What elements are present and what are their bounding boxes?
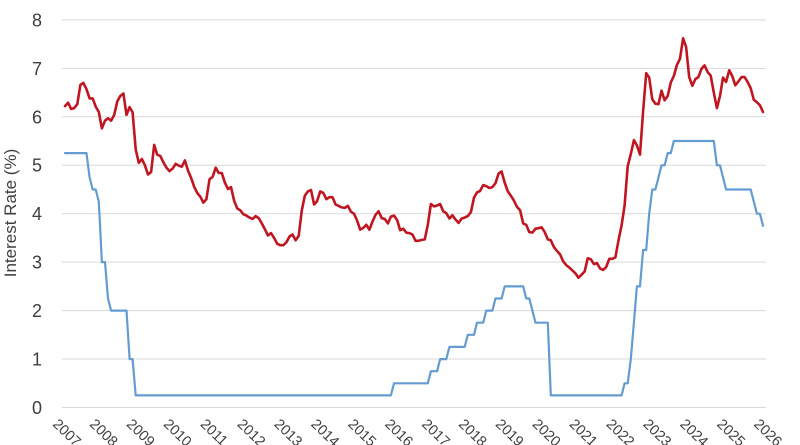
x-tick-label: 2009 — [123, 416, 157, 445]
y-tick-label: 0 — [32, 398, 42, 418]
x-axis-tick-labels: 2007 2008 2009 2010 2011 2012 2013 2014 2015 2016… — [49, 416, 784, 445]
y-tick-label: 8 — [32, 10, 42, 30]
x-tick-label: 2019 — [492, 416, 526, 445]
x-tick-label: 2024 — [676, 416, 710, 445]
x-tick-label: 2026 — [750, 416, 784, 445]
data-series — [63, 36, 765, 397]
y-tick-label: 5 — [32, 156, 42, 176]
x-tick-label: 2012 — [234, 416, 268, 445]
y-tick-label: 3 — [32, 253, 42, 273]
y-tick-label: 4 — [32, 204, 42, 224]
y-axis-tick-labels: 0 1 2 3 4 5 6 7 8 — [32, 10, 42, 418]
gridlines — [62, 19, 766, 408]
x-tick-label: 2013 — [271, 416, 305, 445]
y-tick-label: 1 — [32, 350, 42, 370]
x-tick-label: 2018 — [455, 416, 489, 445]
x-tick-label: 2014 — [308, 416, 342, 445]
y-axis-title: Interest Rate (%) — [1, 149, 20, 278]
x-tick-label: 2011 — [197, 416, 231, 445]
x-tick-label: 2007 — [49, 416, 83, 445]
x-tick-label: 2025 — [713, 416, 747, 445]
series-red-line — [63, 36, 765, 280]
y-tick-label: 2 — [32, 301, 42, 321]
y-tick-label: 7 — [32, 59, 42, 79]
x-tick-label: 2023 — [640, 416, 674, 445]
y-tick-label: 6 — [32, 107, 42, 127]
series-blue-line — [63, 139, 765, 397]
x-tick-label: 2017 — [418, 416, 452, 445]
x-tick-label: 2016 — [381, 416, 415, 445]
x-tick-label: 2015 — [344, 416, 378, 445]
x-tick-label: 2021 — [566, 416, 600, 445]
x-tick-label: 2022 — [603, 416, 637, 445]
x-tick-label: 2010 — [160, 416, 194, 445]
x-tick-label: 2020 — [529, 416, 563, 445]
x-tick-label: 2008 — [86, 416, 120, 445]
